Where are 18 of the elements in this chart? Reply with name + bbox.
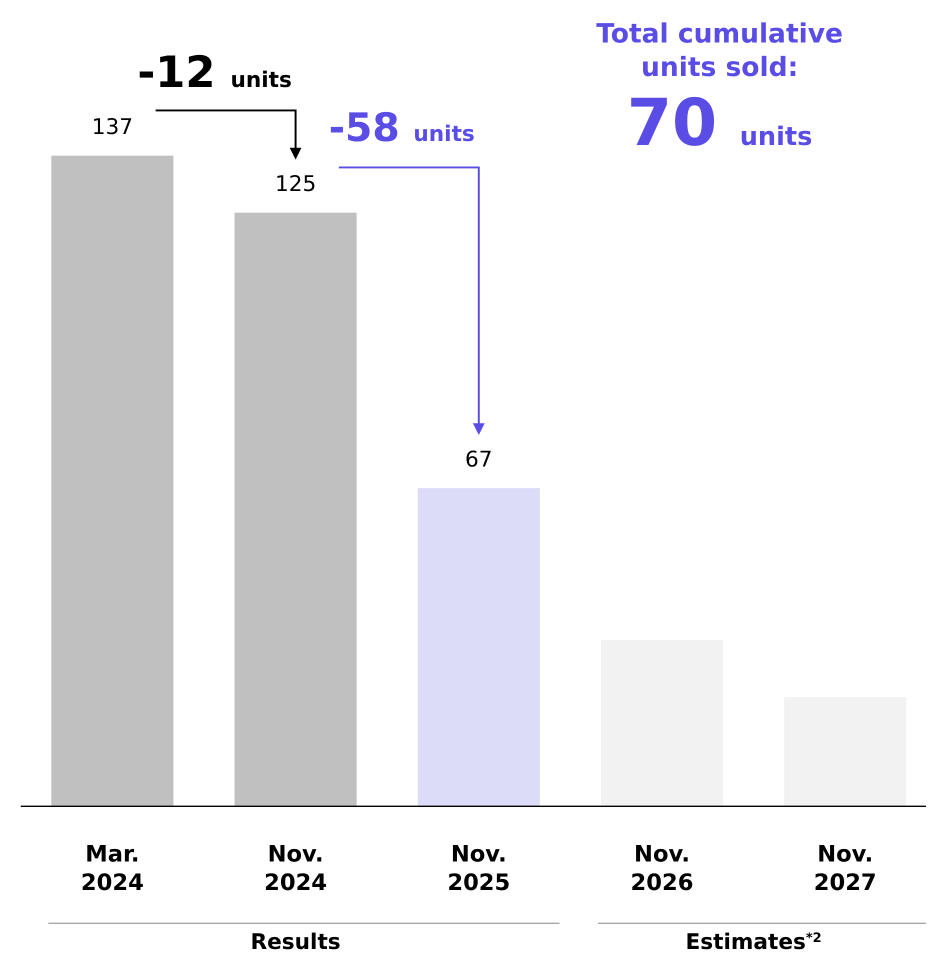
x-tick-label: Mar. 2024 — [80, 841, 144, 896]
annotation: Total cumulative units sold: 70 units — [596, 18, 843, 161]
x-tick-label: Nov. 2025 — [447, 841, 510, 896]
x-tick-label: Nov. 2024 — [264, 841, 328, 896]
bar — [51, 156, 174, 806]
text: Estimates$^{*2}$ — [686, 930, 822, 955]
x-tick-label: Nov. 2026 — [630, 841, 694, 896]
bar — [600, 640, 724, 806]
x-tick-label: Nov. 2027 — [814, 841, 877, 896]
bar — [234, 212, 357, 806]
text: -58 units — [328, 106, 475, 151]
text: Results — [250, 930, 341, 955]
data-label: 67 — [465, 447, 493, 472]
data-label: 137 — [92, 115, 134, 140]
data-label: 125 — [274, 172, 316, 198]
text: -12 units — [137, 48, 292, 98]
bar — [784, 697, 906, 806]
bar — [418, 488, 540, 806]
